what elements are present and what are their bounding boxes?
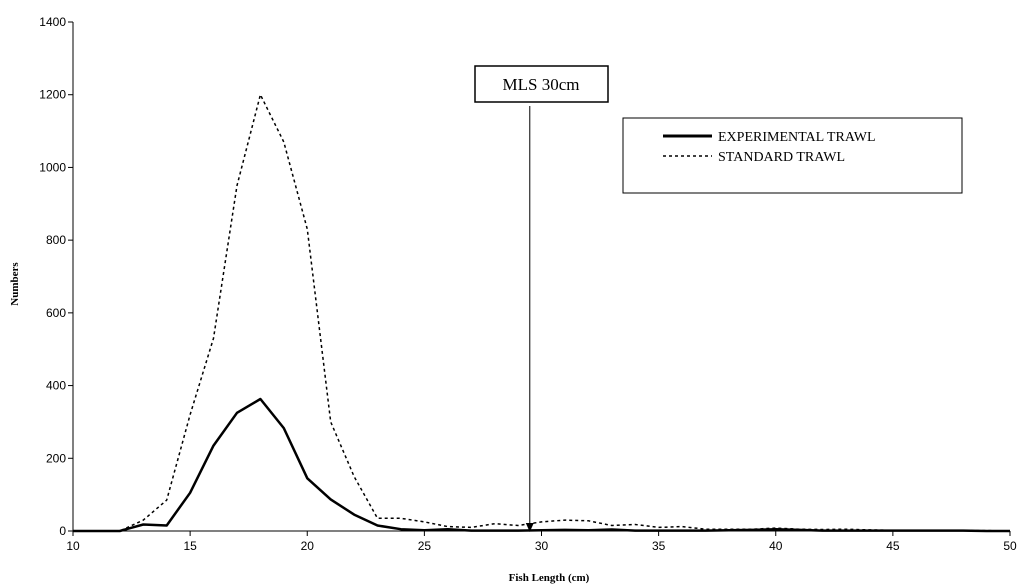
series-line-experimental-trawl — [73, 397, 1010, 533]
legend-box — [622, 117, 963, 194]
mls-arrow-head — [525, 523, 534, 532]
y-tick-label: 400 — [46, 379, 66, 393]
y-tick-label: 1400 — [39, 15, 66, 29]
series-line-standard-trawl — [73, 93, 1011, 532]
x-tick-label: 10 — [66, 539, 80, 553]
x-tick-label: 40 — [769, 539, 783, 553]
x-tick-label: 20 — [301, 539, 315, 553]
legend-label-experimental-trawl: EXPERIMENTAL TRAWL — [718, 130, 876, 145]
legend-label-standard-trawl: STANDARD TRAWL — [718, 150, 845, 165]
y-tick-label: 0 — [59, 524, 66, 538]
y-tick-label: 1200 — [39, 88, 66, 102]
x-tick-label: 30 — [535, 539, 549, 553]
mls-annotation: MLS 30cm — [474, 65, 609, 532]
plot-area: 0 200 400 600 800 1000 1200 1400 10 15 20 25 30 35 40 4… — [39, 15, 1017, 553]
mls-label-box — [474, 65, 609, 103]
y-tick-label: 800 — [46, 233, 66, 247]
y-tick-label: 600 — [46, 306, 66, 320]
y-tick-label: 1000 — [39, 160, 66, 174]
x-tick-label: 45 — [886, 539, 900, 553]
legend: EXPERIMENTAL TRAWL STANDARD TRAWL — [622, 117, 963, 194]
y-tick-label: 200 — [46, 451, 66, 465]
mls-label: MLS 30cm — [503, 75, 580, 94]
x-tick-label: 50 — [1003, 539, 1017, 553]
x-tick-label: 25 — [418, 539, 432, 553]
x-tick-label: 15 — [183, 539, 197, 553]
x-tick-label: 35 — [652, 539, 666, 553]
y-axis-title: Numbers — [9, 262, 21, 306]
x-axis-title: Fish Length (cm) — [509, 572, 590, 584]
